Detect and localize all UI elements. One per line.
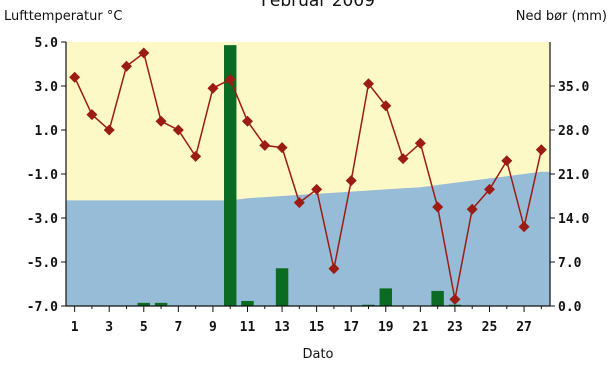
precipitation-bar bbox=[448, 304, 462, 306]
temperature-point bbox=[293, 197, 305, 209]
temperature-point bbox=[518, 221, 530, 233]
precipitation-bar bbox=[379, 288, 393, 306]
temperature-point bbox=[345, 175, 357, 187]
temperature-point bbox=[138, 47, 150, 59]
temperature-point bbox=[501, 155, 513, 167]
x-tick-label: 21 bbox=[413, 320, 429, 335]
temperature-point bbox=[86, 109, 98, 121]
right-tick-label: 0.0 bbox=[558, 300, 582, 315]
precipitation-bar bbox=[241, 300, 254, 306]
x-tick-label: 23 bbox=[447, 320, 463, 335]
right-tick-label: 7.0 bbox=[558, 256, 582, 271]
precipitation-bar bbox=[154, 302, 168, 306]
precipitation-bar bbox=[275, 268, 289, 306]
temperature-point bbox=[103, 124, 115, 136]
temperature-point bbox=[259, 139, 271, 151]
x-tick-label: 27 bbox=[516, 320, 532, 335]
temperature-point bbox=[432, 201, 444, 213]
temperature-point bbox=[380, 100, 392, 112]
temperature-point bbox=[535, 144, 547, 156]
temperature-point bbox=[69, 71, 81, 83]
temperature-point bbox=[242, 115, 253, 127]
x-tick-label: 25 bbox=[482, 320, 498, 335]
temperature-point bbox=[207, 82, 219, 94]
x-tick-label: 9 bbox=[209, 320, 217, 335]
temperature-point bbox=[311, 183, 323, 195]
precipitation-bar bbox=[362, 304, 375, 306]
temperature-point bbox=[397, 153, 409, 165]
left-tick-label: -5.0 bbox=[27, 256, 58, 271]
x-tick-label: 15 bbox=[309, 320, 325, 335]
left-tick-label: -1.0 bbox=[27, 168, 58, 183]
temperature-point bbox=[328, 263, 340, 275]
x-tick-label: 7 bbox=[174, 320, 182, 335]
left-tick-label: -3.0 bbox=[27, 212, 58, 227]
left-tick-label: -7.0 bbox=[27, 300, 58, 315]
temperature-point bbox=[363, 78, 374, 90]
temperature-point bbox=[449, 293, 461, 305]
precipitation-bar bbox=[223, 45, 237, 307]
right-tick-label: 28.0 bbox=[558, 124, 589, 139]
x-tick-label: 1 bbox=[71, 320, 79, 335]
x-tick-label: 17 bbox=[343, 320, 359, 335]
x-tick-label: 11 bbox=[240, 320, 256, 335]
left-tick-label: 1.0 bbox=[35, 124, 59, 139]
x-axis-label: Dato bbox=[302, 347, 333, 362]
right-tick-label: 35.0 bbox=[558, 80, 589, 95]
left-axis-label: Lufttemperatur °C bbox=[4, 9, 122, 24]
precipitation-bar bbox=[137, 302, 151, 306]
right-axis-label: Ned bør (mm) bbox=[516, 9, 607, 24]
precipitation-bar bbox=[431, 290, 444, 306]
temperature-point bbox=[155, 115, 167, 127]
temperature-point bbox=[484, 183, 495, 195]
left-tick-label: 5.0 bbox=[35, 36, 59, 51]
temperature-point bbox=[172, 124, 184, 136]
temperature-point bbox=[414, 137, 426, 149]
temperature-point bbox=[466, 203, 478, 215]
normal-temperature-area bbox=[66, 171, 550, 306]
temperature-point bbox=[121, 60, 132, 72]
right-tick-label: 14.0 bbox=[558, 212, 589, 227]
temperature-line bbox=[73, 51, 543, 300]
left-tick-label: 3.0 bbox=[35, 80, 59, 95]
x-tick-label: 19 bbox=[378, 320, 394, 335]
x-tick-label: 13 bbox=[274, 320, 290, 335]
x-tick-label: 3 bbox=[105, 320, 113, 335]
chart-title: Februar 2009 bbox=[261, 0, 375, 11]
temperature-point bbox=[224, 73, 236, 85]
temperature-point bbox=[190, 150, 202, 162]
right-tick-label: 21.0 bbox=[558, 168, 589, 183]
x-tick-label: 5 bbox=[140, 320, 148, 335]
temperature-point bbox=[276, 142, 288, 154]
